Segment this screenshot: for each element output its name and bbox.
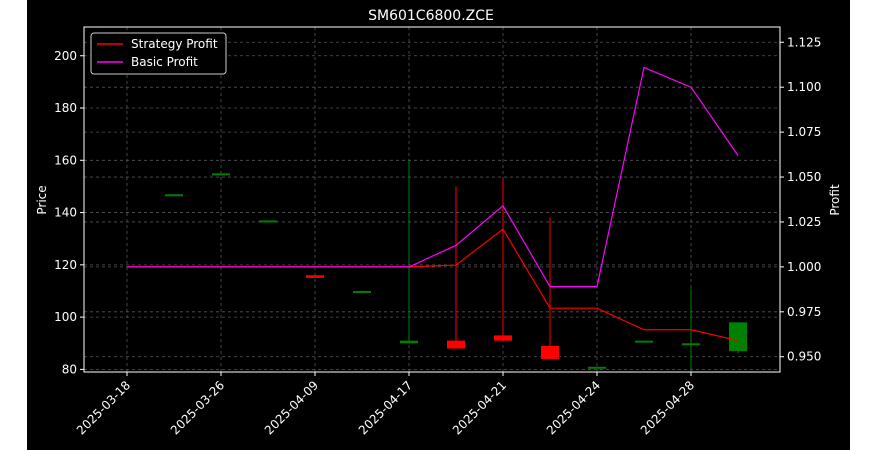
candle-body [353,290,371,293]
y-tick-label-right: 0.950 [787,350,821,364]
x-axis: 2025-03-18 2025-03-26 2025-04-09 2025-04-17… [74,372,697,437]
y-tick-label-left: 80 [62,362,77,376]
legend-label-basic: Basic Profit [131,55,198,69]
y-tick-label-left: 200 [54,49,77,63]
right-axis-label: Profit [828,184,842,216]
y-tick-label-right: 1.075 [787,125,821,139]
candle-body [259,220,277,223]
basic-profit-line [127,66,739,288]
y-tick-label-left: 120 [54,258,77,272]
candle-body [682,343,700,346]
y-tick-label-left: 100 [54,310,77,324]
x-tick-label: 2025-04-24 [544,378,603,437]
strategy-profit-line [127,228,739,342]
right-axis: 0.950 0.975 1.000 1.025 1.050 1.075 1.100 1.125 [780,35,821,364]
left-axis-label: Price [35,185,49,214]
candle-body [588,366,606,369]
candle-body [306,275,324,278]
legend: Strategy Profit Basic Profit [90,32,227,75]
candle-body [541,345,559,359]
left-axis: 80 100 120 140 160 180 200 [54,49,84,376]
legend-box [90,32,227,75]
x-tick-label: 2025-04-17 [356,378,415,437]
y-tick-label-right: 0.975 [787,305,821,319]
candle-body [729,322,747,352]
profit-lines [127,66,739,342]
candlestick-chart: SM601C6800.ZCE 80 100 120 140 160 180 200 0.95… [35,8,842,437]
grid [84,27,780,372]
chart-figure: SM601C6800.ZCE 80 100 120 140 160 180 200 0.95… [27,0,850,450]
y-tick-label-left: 160 [54,153,77,167]
x-tick-label: 2025-04-21 [450,378,509,437]
candle-body [447,340,465,349]
y-tick-label-right: 1.125 [787,35,821,49]
candle-body [494,335,512,341]
plot-frame [83,26,781,373]
y-tick-label-right: 1.000 [787,260,821,274]
x-tick-label: 2025-03-18 [74,378,133,437]
candles [165,160,747,370]
y-tick-label-left: 140 [54,206,77,220]
x-tick-label: 2025-04-09 [262,378,321,437]
legend-label-strategy: Strategy Profit [131,37,218,51]
y-tick-label-right: 1.025 [787,215,821,229]
candle-body [165,194,183,197]
x-tick-label: 2025-04-28 [638,378,697,437]
y-tick-label-right: 1.100 [787,80,821,94]
chart-title: SM601C6800.ZCE [368,8,494,24]
candle-body [212,173,230,176]
candle-body [635,340,653,343]
y-tick-label-left: 180 [54,101,77,115]
candle-body [400,340,418,344]
x-tick-label: 2025-03-26 [168,378,227,437]
y-tick-label-right: 1.050 [787,170,821,184]
